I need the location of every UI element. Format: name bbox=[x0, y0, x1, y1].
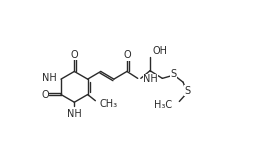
Text: NH: NH bbox=[42, 73, 57, 83]
Text: O: O bbox=[41, 90, 49, 100]
Text: O: O bbox=[123, 50, 131, 60]
Text: S: S bbox=[171, 69, 177, 79]
Text: NH: NH bbox=[143, 74, 158, 84]
Text: CH₃: CH₃ bbox=[99, 99, 117, 109]
Text: H₃C: H₃C bbox=[154, 100, 172, 110]
Text: NH: NH bbox=[67, 109, 82, 119]
Text: S: S bbox=[185, 86, 191, 96]
Text: OH: OH bbox=[152, 46, 167, 56]
Text: O: O bbox=[70, 49, 78, 59]
